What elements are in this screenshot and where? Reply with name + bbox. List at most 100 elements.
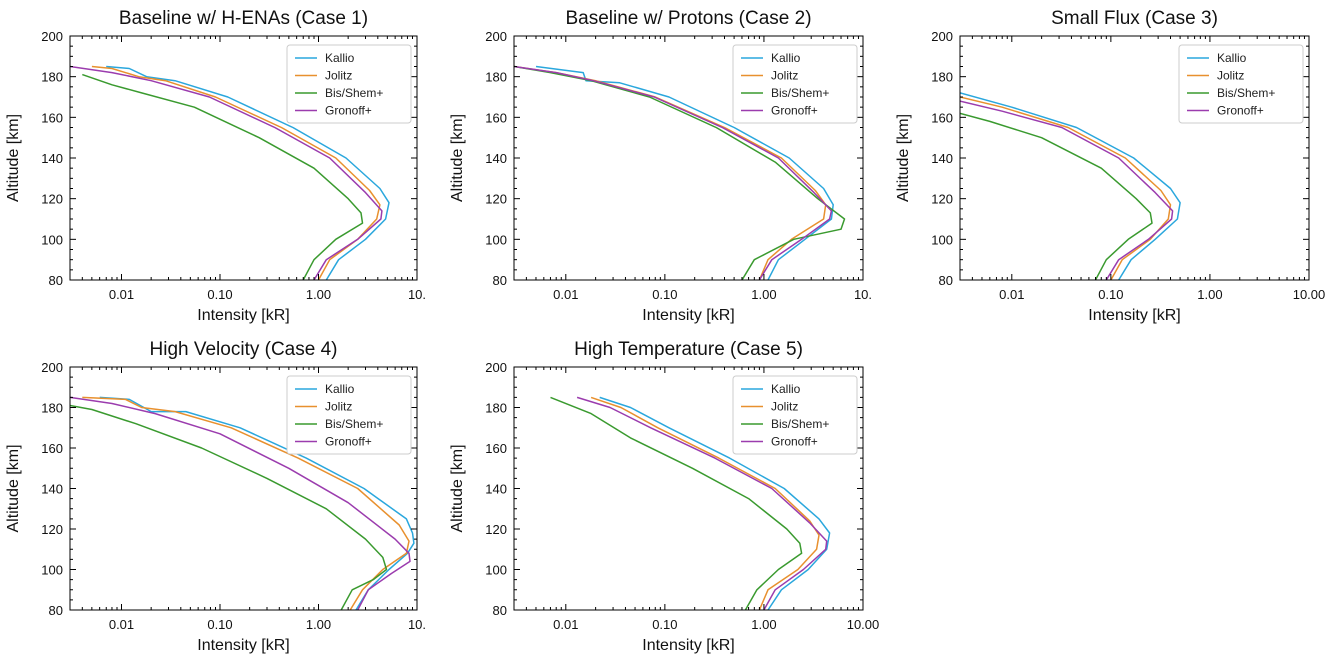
y-tick-label: 200 [485,360,507,375]
y-axis-label: Altitude [km] [449,114,466,202]
series-line-kallio [106,65,390,280]
series-line-gronoff- [70,65,383,280]
legend-label: Kallio [771,51,801,65]
legend-label: Gronoff+ [771,435,818,449]
legend-label: Jolitz [325,69,352,83]
series-line-bis-shem- [550,396,803,610]
y-tick-label: 180 [41,401,63,416]
panel-case-4: High Velocity (Case 4) 80 100 120 140 160 180 2… [5,339,426,654]
x-axis-label: Intensity [kR] [642,307,734,324]
series-line-jolitz [590,396,820,610]
series-line-kallio [960,92,1181,280]
y-tick-label: 140 [41,151,63,166]
y-tick-label: 80 [493,603,507,618]
y-axis-label: Altitude [km] [895,114,912,202]
y-tick-label: 80 [49,603,63,618]
legend-label: Gronoff+ [1217,104,1264,118]
x-tick-label: 0.10 [207,287,232,302]
y-tick-label: 120 [485,522,507,537]
legend: Kallio Jolitz Bis/Shem+ Gronoff+ [286,375,412,455]
series-line-kallio [599,396,831,610]
series-line-kallio [535,65,834,280]
x-tick-label: 0.01 [553,287,578,302]
y-tick-label: 200 [41,29,63,44]
y-tick-label: 160 [41,110,63,125]
y-tick-label: 200 [485,29,507,44]
legend-label: Kallio [1217,51,1247,65]
x-axis-label: Intensity [kR] [1088,307,1180,324]
y-tick-label: 140 [41,482,63,497]
legend: Kallio Jolitz Bis/Shem+ Gronoff+ [732,375,858,455]
legend-label: Jolitz [1217,69,1244,83]
legend-label: Jolitz [325,400,352,414]
y-tick-label: 180 [485,70,507,85]
legend-label: Bis/Shem+ [325,417,383,431]
series-line-gronoff- [70,396,411,610]
y-tick-label: 100 [485,232,507,247]
y-tick-label: 180 [931,70,953,85]
y-axis-label: Altitude [km] [449,444,466,532]
legend-box [1178,44,1304,124]
chart-title: Baseline w/ H-ENAs (Case 1) [119,8,368,29]
legend-label: Jolitz [771,69,798,83]
chart-title: High Temperature (Case 5) [574,339,803,360]
legend-label: Bis/Shem+ [1217,86,1275,100]
y-tick-label: 200 [931,29,953,44]
x-tick-label: 0.10 [1098,287,1123,302]
x-tick-label: 0.10 [652,287,677,302]
y-tick-label: 80 [49,273,63,288]
y-tick-label: 160 [485,441,507,456]
x-axis-label: Intensity [kR] [197,637,289,654]
chart-title: High Velocity (Case 4) [150,339,338,360]
x-tick-label: 1.00 [306,617,331,632]
legend-label: Bis/Shem+ [325,86,383,100]
y-tick-label: 120 [41,522,63,537]
x-tick-label: 10. [408,287,426,302]
legend: Kallio Jolitz Bis/Shem+ Gronoff+ [286,44,412,124]
legend-label: Kallio [325,51,355,65]
x-tick-label: 0.01 [109,617,134,632]
series-line-kallio [99,396,415,610]
y-tick-label: 80 [939,273,953,288]
x-tick-label: 10. [854,287,872,302]
legend-label: Gronoff+ [325,104,372,118]
panel-case-5: High Temperature (Case 5) 80 100 120 140 160 1… [449,339,879,654]
y-tick-label: 80 [493,273,507,288]
x-tick-label: 1.00 [306,287,331,302]
y-tick-label: 160 [931,110,953,125]
panel-case-2: Baseline w/ Protons (Case 2) 80 100 120 140 1… [449,8,872,324]
legend: Kallio Jolitz Bis/Shem+ Gronoff+ [732,44,858,124]
x-tick-label: 0.10 [652,617,677,632]
x-tick-label: 1.00 [1197,287,1222,302]
x-axis-label: Intensity [kR] [197,307,289,324]
y-axis-label: Altitude [km] [5,114,22,202]
x-tick-label: 1.00 [751,287,776,302]
y-tick-label: 100 [485,563,507,578]
y-tick-label: 140 [931,151,953,166]
x-tick-label: 1.00 [751,617,776,632]
series-line-gronoff- [576,396,828,610]
series-line-jolitz [82,396,410,610]
series-line-jolitz [960,96,1172,280]
x-tick-label: 10. [408,617,426,632]
x-tick-label: 0.01 [109,287,134,302]
legend-box [286,44,412,124]
series-line-bis-shem- [70,404,388,610]
x-axis-label: Intensity [kR] [642,637,734,654]
y-tick-label: 100 [41,232,63,247]
y-tick-label: 100 [931,232,953,247]
legend-label: Jolitz [771,400,798,414]
y-tick-label: 180 [41,70,63,85]
y-tick-label: 140 [485,151,507,166]
series-line-bis-shem- [82,73,364,280]
panel-case-3: Small Flux (Case 3) 80 100 120 140 160 180 200 0… [895,8,1325,324]
y-tick-label: 120 [931,192,953,207]
legend-box [286,375,412,455]
legend-label: Bis/Shem+ [771,86,829,100]
y-axis-label: Altitude [km] [5,444,22,532]
series-line-bis-shem- [960,112,1153,280]
legend: Kallio Jolitz Bis/Shem+ Gronoff+ [1178,44,1304,124]
legend-label: Gronoff+ [325,435,372,449]
series-line-gronoff- [514,65,833,280]
x-tick-label: 10.00 [1293,287,1326,302]
